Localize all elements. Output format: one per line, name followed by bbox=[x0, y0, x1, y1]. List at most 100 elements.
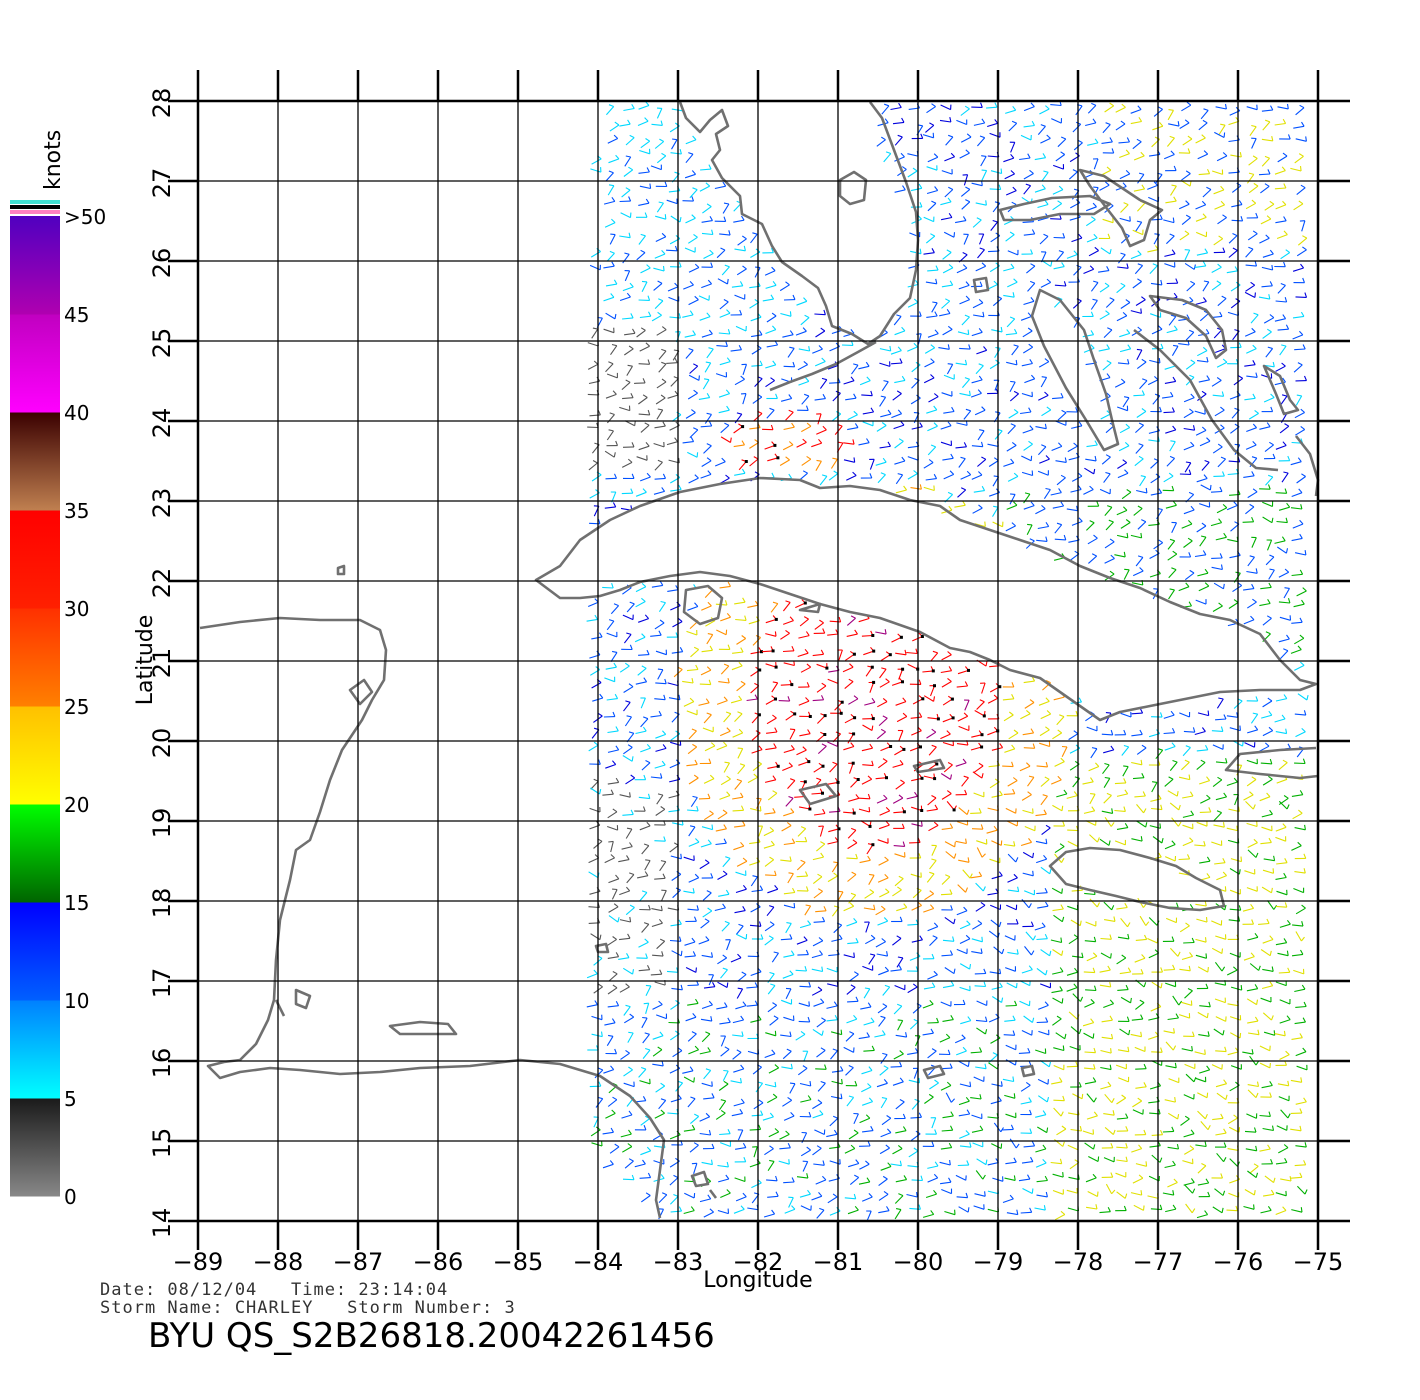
wind-barb bbox=[1177, 951, 1181, 957]
wind-barb bbox=[723, 299, 729, 303]
wind-barb bbox=[1287, 1080, 1290, 1086]
wind-barb bbox=[789, 330, 794, 336]
wind-vector bbox=[1149, 1085, 1161, 1090]
wind-barb bbox=[870, 934, 876, 939]
wind-barb bbox=[724, 264, 730, 268]
wind-vector bbox=[607, 749, 619, 753]
wind-vector bbox=[787, 873, 794, 884]
wind-vector bbox=[795, 330, 807, 336]
wind-vector bbox=[796, 300, 807, 306]
wind-vector bbox=[812, 940, 824, 947]
wind-barb bbox=[1282, 823, 1287, 828]
wind-barb bbox=[964, 359, 968, 365]
wind-vector bbox=[975, 882, 984, 892]
wind-vector bbox=[972, 219, 982, 228]
wind-vector bbox=[1099, 488, 1111, 495]
wind-vector bbox=[911, 777, 923, 782]
wind-vector bbox=[940, 201, 952, 206]
wind-vector bbox=[720, 436, 731, 443]
wind-vector bbox=[1053, 164, 1064, 170]
wind-vector bbox=[624, 270, 631, 282]
wind-vector bbox=[1226, 270, 1238, 274]
wind-barb bbox=[1030, 921, 1034, 927]
wind-vector bbox=[971, 474, 983, 480]
wind-vector bbox=[858, 617, 870, 623]
wind-vector bbox=[862, 411, 874, 415]
wind-barb bbox=[612, 984, 618, 989]
wind-barb bbox=[741, 215, 745, 221]
wind-vector bbox=[1182, 814, 1194, 818]
wind-barb bbox=[1303, 1001, 1307, 1007]
wind-vector bbox=[1087, 142, 1099, 146]
wind-vector bbox=[940, 1085, 952, 1091]
wind-vector bbox=[1274, 318, 1286, 322]
wind-vector bbox=[657, 669, 664, 680]
wind-barb bbox=[1158, 325, 1163, 330]
wind-barb bbox=[1075, 407, 1078, 413]
wind-barb bbox=[822, 628, 826, 634]
wind-vector bbox=[1247, 1084, 1259, 1088]
wind-barb bbox=[817, 1099, 823, 1104]
wind-barb bbox=[898, 102, 902, 108]
wind-vector bbox=[655, 808, 666, 816]
wind-barb bbox=[1015, 857, 1019, 863]
wind-barb bbox=[1140, 1031, 1143, 1037]
wind-barb bbox=[823, 309, 826, 315]
wind-vector bbox=[1169, 761, 1178, 771]
wind-vector bbox=[624, 156, 632, 167]
wind-vector bbox=[1243, 794, 1254, 801]
wind-vector bbox=[940, 733, 951, 740]
wind-barb bbox=[644, 117, 649, 122]
wind-barb bbox=[1189, 181, 1192, 187]
wind-vector bbox=[877, 877, 889, 883]
wind-vector bbox=[701, 232, 713, 236]
wind-barb bbox=[805, 377, 810, 382]
wind-vector bbox=[976, 137, 986, 147]
wind-barb bbox=[822, 425, 827, 431]
wind-barb bbox=[1109, 570, 1115, 575]
wind-vector bbox=[1199, 503, 1210, 508]
wind-barb bbox=[630, 313, 634, 319]
wind-vector bbox=[1295, 931, 1302, 942]
rain-flag bbox=[982, 714, 986, 718]
wind-vector bbox=[1104, 1093, 1113, 1104]
wind-barb bbox=[657, 459, 663, 463]
wind-barb bbox=[1186, 101, 1192, 106]
wind-vector bbox=[800, 317, 810, 326]
wind-barb bbox=[1046, 406, 1052, 411]
wind-vector bbox=[845, 397, 857, 401]
wind-vector bbox=[992, 996, 1002, 1003]
wind-vector bbox=[1131, 1018, 1143, 1021]
wind-vector bbox=[1035, 840, 1047, 845]
wind-barb bbox=[741, 971, 747, 975]
wind-barb bbox=[1268, 775, 1273, 780]
wind-vector bbox=[959, 299, 970, 305]
wind-vector bbox=[701, 220, 713, 223]
wind-vector bbox=[971, 734, 983, 738]
wind-vector bbox=[1277, 952, 1289, 957]
wind-vector bbox=[929, 685, 936, 697]
wind-barb bbox=[678, 313, 681, 319]
wind-barb bbox=[1205, 329, 1210, 334]
wind-vector bbox=[1212, 1117, 1224, 1121]
wind-barb bbox=[962, 999, 966, 1005]
wind-barb bbox=[1220, 406, 1225, 411]
wind-barb bbox=[1264, 155, 1270, 159]
wind-vector bbox=[1050, 779, 1062, 785]
wind-vector bbox=[1199, 1069, 1210, 1074]
wind-barb bbox=[1207, 710, 1210, 716]
wind-vector bbox=[1247, 936, 1259, 941]
wind-barb bbox=[1223, 532, 1227, 538]
wind-barb bbox=[645, 101, 650, 106]
wind-barb bbox=[1161, 837, 1164, 844]
wind-vector bbox=[1168, 1112, 1178, 1120]
rain-flag bbox=[980, 745, 984, 749]
wind-barb bbox=[1303, 853, 1307, 859]
wind-barb bbox=[1248, 172, 1254, 175]
wind-barb bbox=[706, 712, 712, 716]
wind-barb bbox=[1266, 918, 1270, 924]
wind-barb bbox=[1127, 344, 1132, 350]
wind-barb bbox=[660, 905, 663, 911]
wind-vector bbox=[606, 1036, 614, 1046]
wind-vector bbox=[1258, 296, 1270, 300]
